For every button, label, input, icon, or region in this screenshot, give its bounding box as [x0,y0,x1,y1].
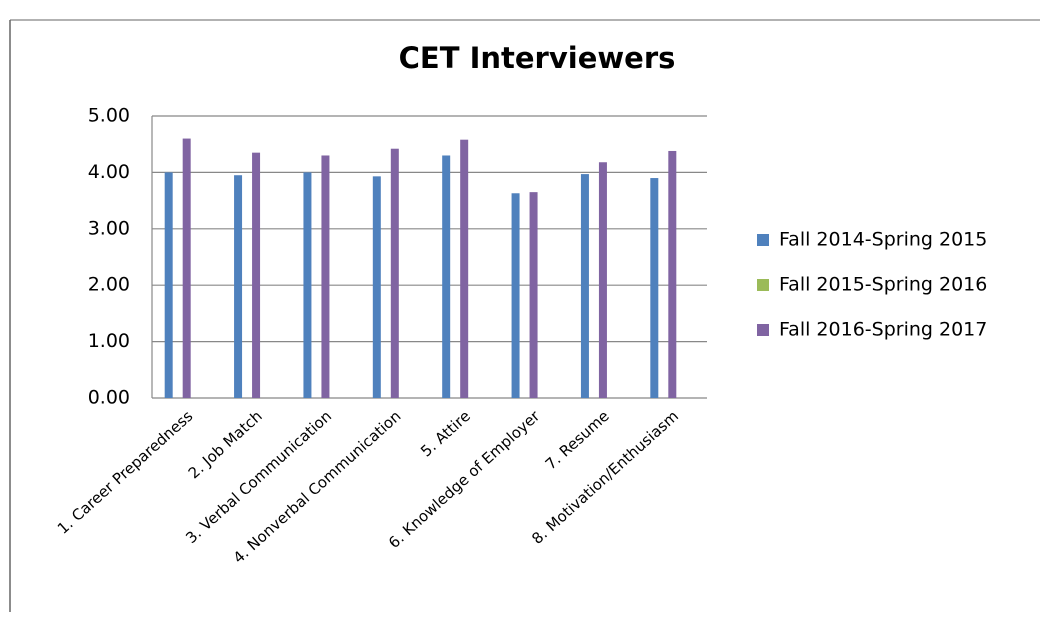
y-tick-label: 4.00 [88,161,130,183]
bar [668,150,677,398]
y-tick-label: 5.00 [88,105,130,127]
bar [460,139,469,399]
x-tick-label: 1. Career Preparedness [54,407,197,538]
legend-swatch [757,279,769,291]
x-tick-label: 5. Attire [417,407,474,461]
legend-swatch [757,324,769,336]
y-tick-label: 1.00 [88,330,130,352]
bar [511,193,520,398]
y-tick-label: 2.00 [88,274,130,296]
chart-title: CET Interviewers [399,41,676,75]
bar [321,155,330,398]
legend-label: Fall 2014-Spring 2015 [779,229,987,251]
legend-swatch [757,234,769,246]
bar [442,155,451,398]
bar [650,178,659,398]
bar [234,175,243,398]
y-tick-label: 0.00 [88,387,130,409]
bar [182,138,191,398]
x-tick-label: 7. Resume [542,407,613,473]
bar [598,162,607,398]
bar [580,174,589,398]
bar [390,148,399,398]
legend-label: Fall 2015-Spring 2016 [779,274,987,296]
bar [164,172,173,398]
y-tick-label: 3.00 [88,217,130,239]
legend-label: Fall 2016-Spring 2017 [779,319,987,341]
bar [252,152,261,398]
x-tick-label: 8. Motivation/Enthusiasm [528,407,682,548]
bar [529,192,538,398]
bar [372,176,381,398]
bar [303,172,312,398]
